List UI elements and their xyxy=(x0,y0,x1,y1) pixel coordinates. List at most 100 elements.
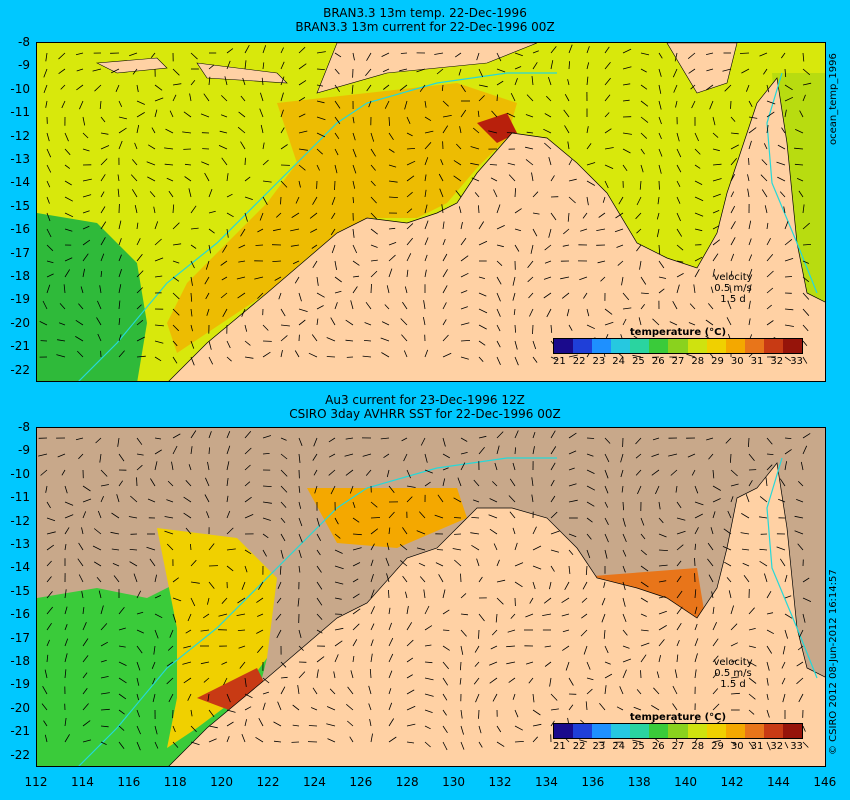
current-arrow xyxy=(748,100,753,107)
current-arrow xyxy=(471,544,480,551)
current-arrow xyxy=(153,645,156,655)
current-arrow xyxy=(658,625,667,631)
current-arrow xyxy=(218,145,228,150)
current-arrow xyxy=(406,485,416,488)
current-arrow xyxy=(478,95,485,102)
current-arrow xyxy=(370,528,379,535)
current-arrow xyxy=(802,222,810,230)
current-arrow xyxy=(470,532,480,535)
current-arrow xyxy=(712,638,719,647)
current-arrow xyxy=(585,701,588,711)
current-arrow xyxy=(380,437,390,440)
current-arrow xyxy=(563,109,570,118)
current-arrow xyxy=(334,116,341,125)
current-arrow xyxy=(442,100,449,107)
current-arrow xyxy=(164,147,174,150)
colorbar-tick: 24 xyxy=(612,356,626,367)
current-arrow xyxy=(640,304,646,310)
current-arrow xyxy=(311,244,318,249)
current-arrow xyxy=(586,196,589,206)
current-arrow xyxy=(273,228,282,232)
current-arrow xyxy=(280,533,286,542)
current-arrow xyxy=(601,597,606,606)
current-arrow xyxy=(77,350,84,358)
current-arrow xyxy=(742,562,750,567)
current-arrow xyxy=(259,108,264,118)
current-arrow xyxy=(604,321,614,326)
current-arrow xyxy=(442,115,452,118)
current-arrow xyxy=(636,196,642,206)
current-arrow xyxy=(510,93,516,102)
current-arrow xyxy=(298,549,302,559)
current-arrow xyxy=(496,559,500,567)
current-arrow xyxy=(496,52,502,62)
current-arrow xyxy=(64,734,70,743)
current-arrow xyxy=(238,260,246,263)
current-arrow xyxy=(586,549,591,559)
current-arrow xyxy=(100,191,105,198)
current-arrow xyxy=(64,132,69,142)
current-arrow xyxy=(496,725,502,733)
current-arrow xyxy=(598,212,606,218)
panel2-lat-tick: -12 xyxy=(10,513,30,528)
current-arrow xyxy=(64,485,68,494)
current-arrow xyxy=(82,253,89,262)
current-arrow xyxy=(748,677,757,684)
current-arrow xyxy=(512,292,516,301)
current-arrow xyxy=(244,693,253,699)
current-arrow xyxy=(365,301,372,310)
current-arrow xyxy=(97,333,102,342)
current-arrow xyxy=(308,352,318,358)
current-arrow xyxy=(802,292,810,300)
current-arrow xyxy=(328,469,336,476)
current-arrow xyxy=(730,692,740,695)
current-arrow xyxy=(802,52,805,62)
current-arrow xyxy=(802,204,805,214)
current-arrow xyxy=(730,496,734,503)
current-arrow xyxy=(370,543,375,551)
current-arrow xyxy=(334,302,338,310)
current-arrow xyxy=(399,68,408,72)
current-arrow xyxy=(544,244,552,251)
current-arrow xyxy=(474,192,480,198)
panel2-lat-tick: -13 xyxy=(10,537,30,551)
current-arrow xyxy=(490,177,498,182)
current-arrow xyxy=(316,51,326,54)
current-arrow xyxy=(261,77,264,86)
panel2-lat-tick: -21 xyxy=(10,724,30,739)
current-arrow xyxy=(223,677,228,686)
current-arrow xyxy=(326,337,336,342)
current-arrow xyxy=(100,641,108,647)
current-arrow xyxy=(298,308,308,312)
current-arrow xyxy=(63,284,66,294)
current-arrow xyxy=(388,736,397,743)
current-arrow xyxy=(676,284,680,294)
current-arrow xyxy=(370,283,372,294)
current-arrow xyxy=(154,574,157,583)
current-arrow xyxy=(582,212,588,219)
current-arrow xyxy=(100,708,110,711)
colorbar-tick: 33 xyxy=(790,356,803,367)
current-arrow xyxy=(658,132,662,140)
current-arrow xyxy=(136,100,145,105)
current-arrow xyxy=(802,597,812,602)
current-arrow xyxy=(136,709,140,718)
current-arrow xyxy=(226,445,231,455)
colorbar-swatch xyxy=(725,339,745,353)
current-arrow xyxy=(532,324,534,335)
current-arrow xyxy=(496,80,504,86)
current-arrow xyxy=(548,76,552,86)
current-arrow xyxy=(128,516,138,519)
current-arrow xyxy=(730,642,738,647)
current-arrow xyxy=(693,284,696,294)
current-arrow xyxy=(259,212,264,221)
current-arrow xyxy=(658,517,664,524)
current-arrow xyxy=(208,188,213,198)
current-arrow xyxy=(529,597,534,604)
current-arrow xyxy=(150,52,156,58)
current-arrow xyxy=(76,68,84,72)
current-arrow xyxy=(280,549,284,559)
panel2-velocity-title: velocity xyxy=(713,657,753,668)
current-arrow xyxy=(436,68,444,75)
panel1-lat-tick: -11 xyxy=(10,105,30,120)
